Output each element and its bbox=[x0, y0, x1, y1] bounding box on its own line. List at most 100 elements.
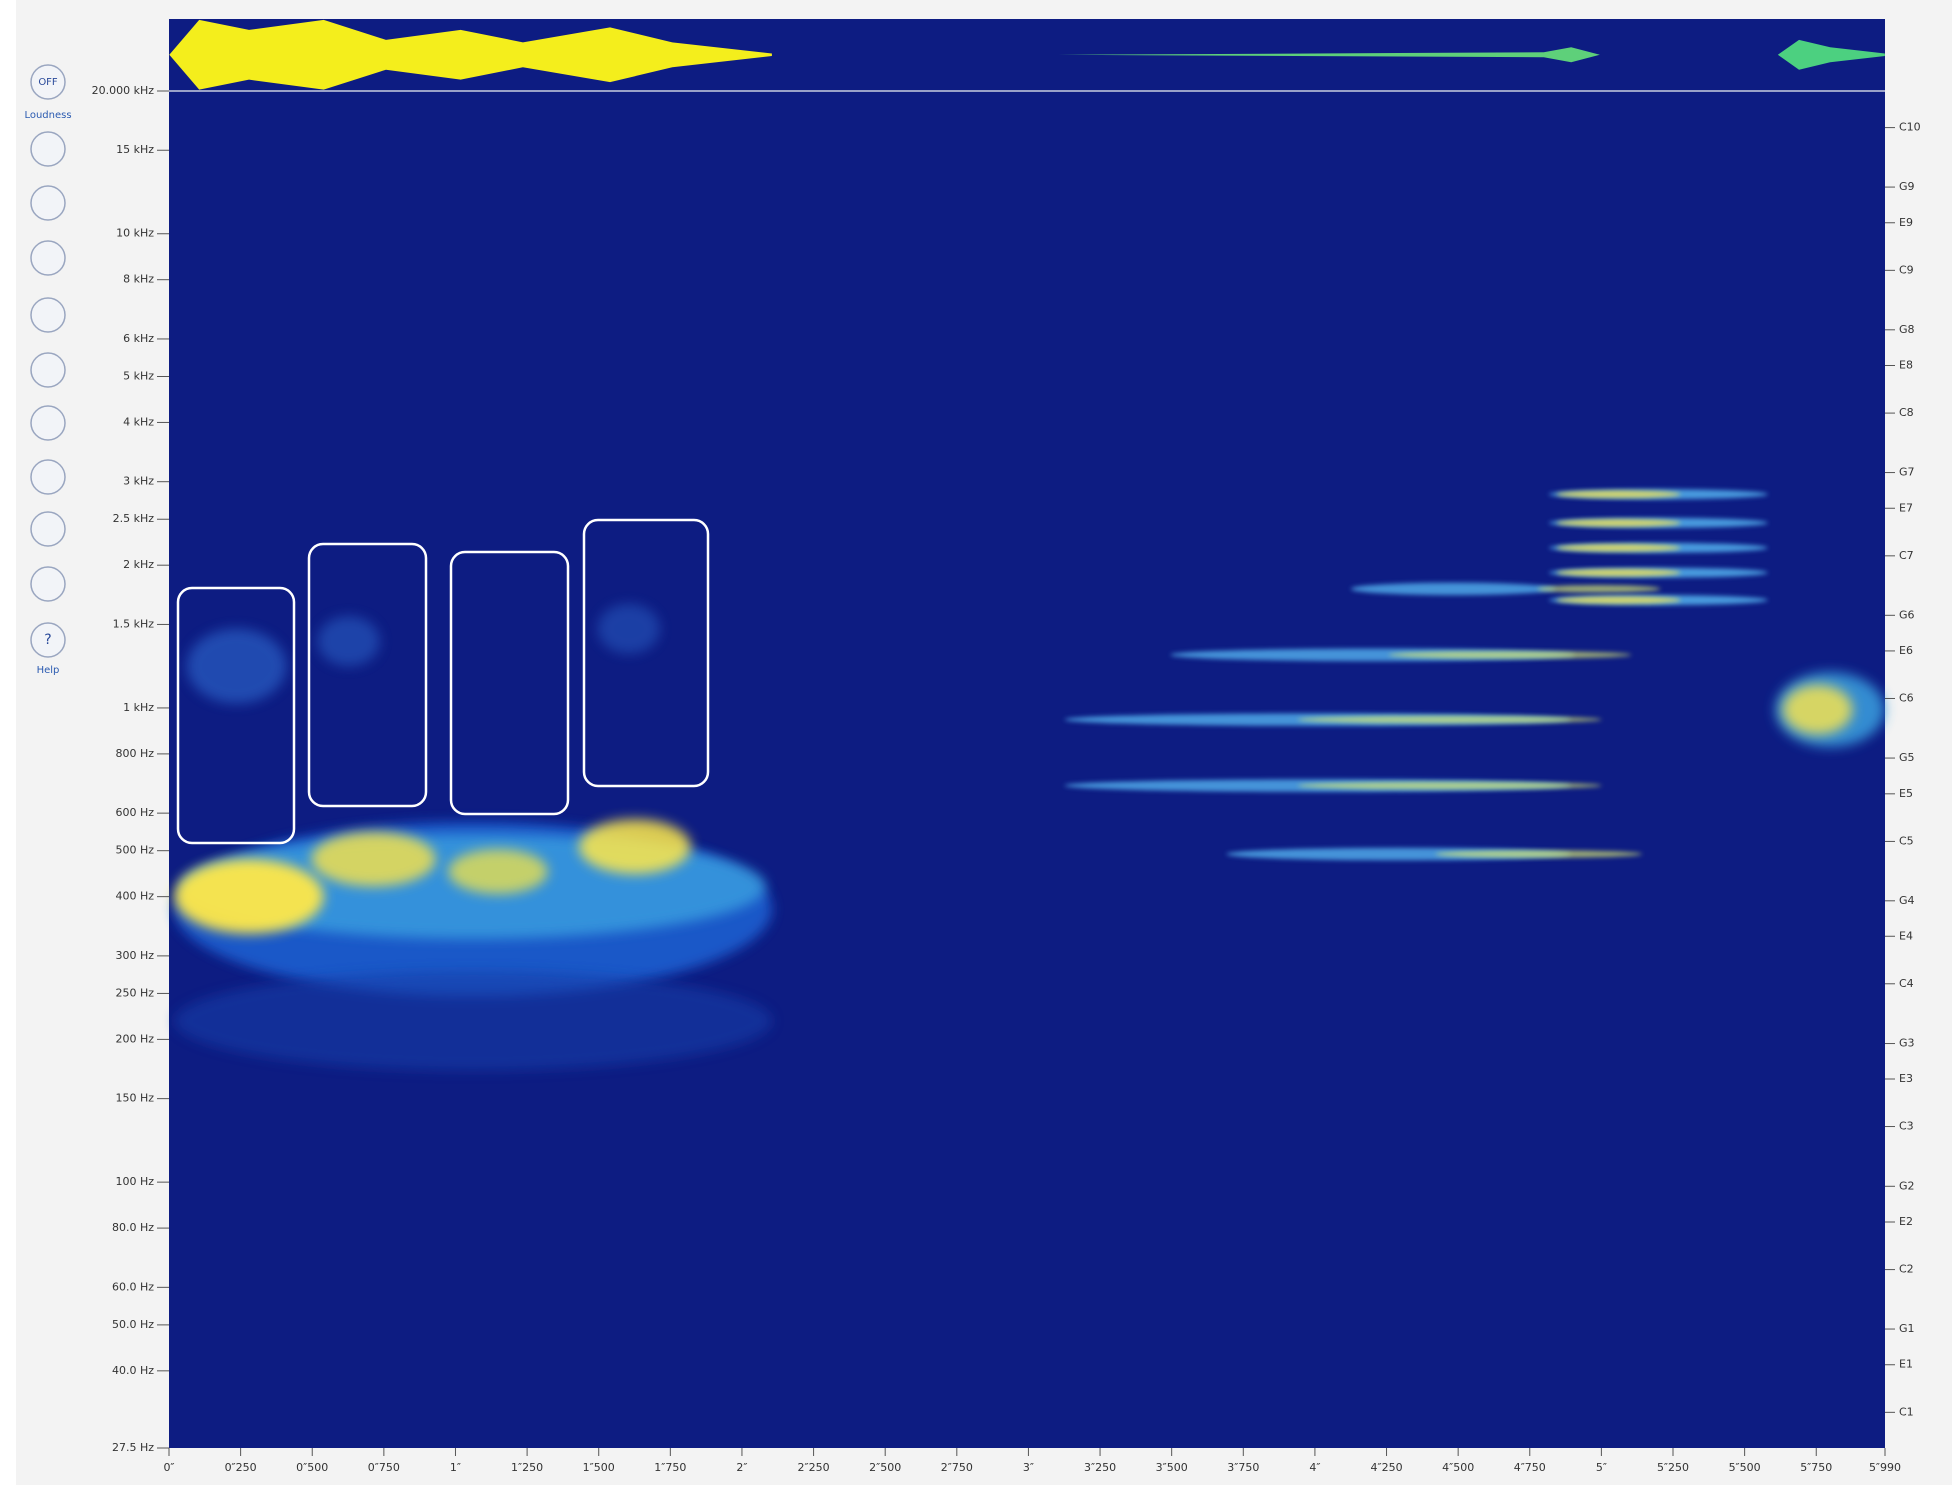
y-tick-label: 50.0 Hz bbox=[112, 1318, 154, 1331]
x-tick-label: 2″500 bbox=[869, 1461, 901, 1474]
energy bbox=[1556, 568, 1681, 577]
energy bbox=[174, 971, 772, 1071]
y-tick-label: 6 kHz bbox=[123, 332, 154, 345]
y-tick-label: 400 Hz bbox=[115, 890, 154, 903]
energy bbox=[317, 616, 380, 667]
x-tick-label: 1″250 bbox=[511, 1461, 543, 1474]
toolbar: OFF Loudness ? Help bbox=[24, 64, 72, 676]
magnet-tool[interactable] bbox=[30, 566, 66, 602]
y-tick-label: 80.0 Hz bbox=[112, 1221, 154, 1234]
power-label: OFF bbox=[38, 77, 58, 88]
x-tick-label: 5″990 bbox=[1869, 1461, 1901, 1474]
x-tick-label: 4″750 bbox=[1514, 1461, 1546, 1474]
waveform-shape bbox=[169, 19, 772, 90]
timer-tool[interactable] bbox=[30, 352, 66, 388]
note-label: C4 bbox=[1899, 977, 1914, 990]
link-tool[interactable] bbox=[30, 459, 66, 495]
note-label: E6 bbox=[1899, 644, 1913, 657]
note-label: C3 bbox=[1899, 1120, 1914, 1133]
x-tick-label: 4″250 bbox=[1370, 1461, 1402, 1474]
x-tick-label: 5″750 bbox=[1800, 1461, 1832, 1474]
energy bbox=[1297, 781, 1602, 790]
x-tick-label: 1″750 bbox=[654, 1461, 686, 1474]
note-label: E9 bbox=[1899, 216, 1913, 229]
erase-tool[interactable] bbox=[30, 405, 66, 441]
y-tick-label: 200 Hz bbox=[115, 1032, 154, 1045]
x-tick-label: 5″ bbox=[1596, 1461, 1607, 1474]
x-tick-label: 3″750 bbox=[1227, 1461, 1259, 1474]
y-tick-label: 8 kHz bbox=[123, 273, 154, 286]
x-tick-label: 0″750 bbox=[368, 1461, 400, 1474]
energy bbox=[1537, 585, 1661, 593]
energy bbox=[311, 831, 436, 887]
note-label: G3 bbox=[1899, 1037, 1915, 1050]
energy bbox=[1388, 651, 1632, 659]
help-button[interactable] bbox=[30, 622, 66, 658]
note-label: G2 bbox=[1899, 1179, 1915, 1192]
energy bbox=[597, 603, 660, 654]
note-label: C1 bbox=[1899, 1405, 1914, 1418]
move-tool[interactable] bbox=[30, 185, 66, 221]
power-button[interactable] bbox=[30, 64, 66, 100]
y-tick-label: 500 Hz bbox=[115, 844, 154, 857]
note-label: G8 bbox=[1899, 323, 1915, 336]
y-tick-label: 60.0 Hz bbox=[112, 1280, 154, 1293]
note-label: G1 bbox=[1899, 1322, 1915, 1335]
y-tick-label: 4 kHz bbox=[123, 415, 154, 428]
x-tick-label: 4″500 bbox=[1442, 1461, 1474, 1474]
waveform bbox=[169, 19, 1885, 90]
highlight-box bbox=[449, 550, 570, 816]
energy bbox=[1556, 596, 1681, 604]
y-tick-label: 40.0 Hz bbox=[112, 1364, 154, 1377]
note-label: G5 bbox=[1899, 751, 1915, 764]
fill-tool[interactable] bbox=[30, 297, 66, 333]
note-label: E7 bbox=[1899, 501, 1913, 514]
waveform-shape bbox=[1058, 47, 1600, 63]
y-tick-label: 27.5 Hz bbox=[112, 1441, 154, 1454]
energy bbox=[448, 849, 548, 894]
waveform-shape bbox=[1777, 39, 1885, 70]
x-tick-label: 3″500 bbox=[1156, 1461, 1188, 1474]
note-label: C7 bbox=[1899, 549, 1914, 562]
y-tick-label: 150 Hz bbox=[115, 1092, 154, 1105]
highlight-box bbox=[582, 518, 710, 788]
grid-tool[interactable] bbox=[30, 240, 66, 276]
x-tick-label: 1″ bbox=[450, 1461, 461, 1474]
energy bbox=[578, 819, 691, 874]
select-tool[interactable] bbox=[30, 131, 66, 167]
energy bbox=[1782, 684, 1853, 735]
y-tick-label: 1.5 kHz bbox=[113, 617, 155, 630]
note-label: C9 bbox=[1899, 263, 1914, 276]
energy bbox=[1556, 519, 1681, 527]
note-label: E3 bbox=[1899, 1072, 1913, 1085]
x-tick-label: 0″250 bbox=[225, 1461, 257, 1474]
note-label: C5 bbox=[1899, 834, 1914, 847]
x-tick-label: 5″500 bbox=[1729, 1461, 1761, 1474]
y-tick-label: 20.000 kHz bbox=[92, 84, 155, 97]
y-tick-label: 300 Hz bbox=[115, 949, 154, 962]
energy bbox=[1556, 544, 1681, 552]
x-tick-label: 5″250 bbox=[1657, 1461, 1689, 1474]
help-icon: ? bbox=[44, 632, 51, 648]
y-tick-label: 2.5 kHz bbox=[113, 512, 155, 525]
y-tick-label: 5 kHz bbox=[123, 369, 154, 382]
x-tick-label: 1″500 bbox=[583, 1461, 615, 1474]
energy bbox=[1556, 490, 1681, 499]
note-label: C6 bbox=[1899, 691, 1914, 704]
energy bbox=[1350, 582, 1557, 596]
y-tick-label: 100 Hz bbox=[115, 1175, 154, 1188]
x-tick-label: 3″ bbox=[1023, 1461, 1034, 1474]
x-tick-label: 3″250 bbox=[1084, 1461, 1116, 1474]
level-tool[interactable] bbox=[30, 511, 66, 547]
energy bbox=[1435, 850, 1643, 858]
note-label: C10 bbox=[1899, 121, 1921, 134]
note-label: E8 bbox=[1899, 359, 1913, 372]
note-label: E4 bbox=[1899, 929, 1913, 942]
x-tick-label: 2″250 bbox=[798, 1461, 830, 1474]
note-label: G7 bbox=[1899, 466, 1915, 479]
x-tick-label: 4″ bbox=[1309, 1461, 1320, 1474]
energy bbox=[1297, 715, 1602, 724]
help-label: Help bbox=[37, 665, 60, 676]
spectrogram-image bbox=[174, 489, 1885, 1071]
